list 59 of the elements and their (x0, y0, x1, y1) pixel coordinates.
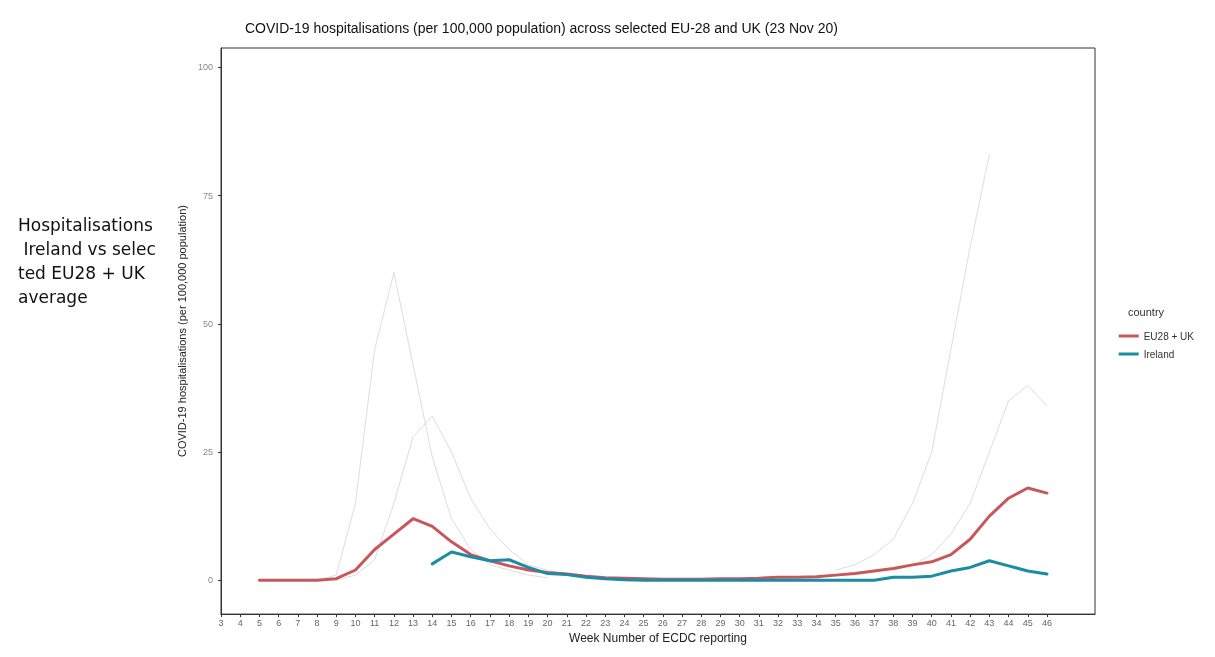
y-tick-label: 100 (197, 62, 213, 73)
x-tick-label: 4 (237, 617, 243, 628)
x-tick-label: 7 (295, 617, 301, 628)
x-tick-label: 9 (333, 617, 339, 628)
x-tick-label: 30 (734, 617, 745, 628)
x-tick-label: 19 (523, 617, 534, 628)
legend-label: EU28 + UK (1143, 330, 1195, 342)
x-tick-label: 45 (1022, 617, 1033, 628)
legend-label: Ireland (1143, 348, 1175, 360)
x-tick-label: 8 (314, 617, 320, 628)
x-tick-label: 37 (869, 617, 880, 628)
x-tick-label: 27 (677, 617, 688, 628)
x-tick-label: 43 (984, 617, 995, 628)
x-tick-label: 36 (849, 617, 860, 628)
x-tick-label: 31 (753, 617, 764, 628)
x-tick-label: 23 (600, 617, 611, 628)
x-tick-label: 3 (218, 617, 224, 628)
x-tick-label: 18 (504, 617, 515, 628)
x-tick-label: 40 (926, 617, 937, 628)
line-series (430, 550, 1049, 582)
x-tick-label: 10 (350, 617, 361, 628)
x-tick-label: 29 (715, 617, 726, 628)
y-tick-label: 75 (202, 190, 213, 201)
x-tick-label: 34 (811, 617, 822, 628)
legend-title: country (1128, 305, 1165, 318)
x-axis-title: Week Number of ECDC reporting (569, 631, 747, 645)
x-tick-label: 44 (1003, 617, 1014, 628)
x-tick-label: 13 (408, 617, 419, 628)
chart-title: COVID-19 hospitalisations (per 100,000 population) across selected EU-28 and UK (23 Nov 20) (245, 20, 838, 36)
x-tick-label: 33 (792, 617, 803, 628)
x-tick-label: 24 (619, 617, 630, 628)
line-series (835, 154, 990, 571)
x-tick-label: 6 (276, 617, 282, 628)
line-series (892, 384, 1048, 571)
y-tick-label: 25 (202, 447, 213, 458)
text: Hospitalisations Ireland vs selected EU28 + UK average (18, 215, 156, 307)
x-tick-label: 12 (388, 617, 399, 628)
x-tick-label: 35 (830, 617, 841, 628)
x-tick-label: 17 (484, 617, 495, 628)
x-tick-label: 28 (696, 617, 707, 628)
x-tick-label: 25 (638, 617, 649, 628)
x-tick-label: 11 (370, 617, 380, 628)
x-tick-label: 16 (465, 617, 476, 628)
x-tick-label: 41 (945, 617, 956, 628)
x-tick-label: 39 (907, 617, 918, 628)
x-tick-label: 20 (542, 617, 553, 628)
x-tick-label: 38 (888, 617, 899, 628)
y-axis-title: COVID-19 hospitalisations (per 100,000 population) (175, 205, 188, 458)
x-tick-label: 22 (580, 617, 591, 628)
x-tick-label: 26 (657, 617, 668, 628)
x-tick-label: 42 (965, 617, 976, 628)
x-tick-label: 14 (427, 617, 438, 628)
y-tick-label: 0 (207, 575, 213, 586)
x-tick-label: 46 (1041, 617, 1052, 628)
x-tick-label: 21 (561, 617, 572, 628)
y-tick-label: 50 (202, 318, 213, 329)
x-tick-label: 5 (256, 617, 262, 628)
x-tick-label: 32 (773, 617, 784, 628)
x-tick-label: 15 (446, 617, 457, 628)
